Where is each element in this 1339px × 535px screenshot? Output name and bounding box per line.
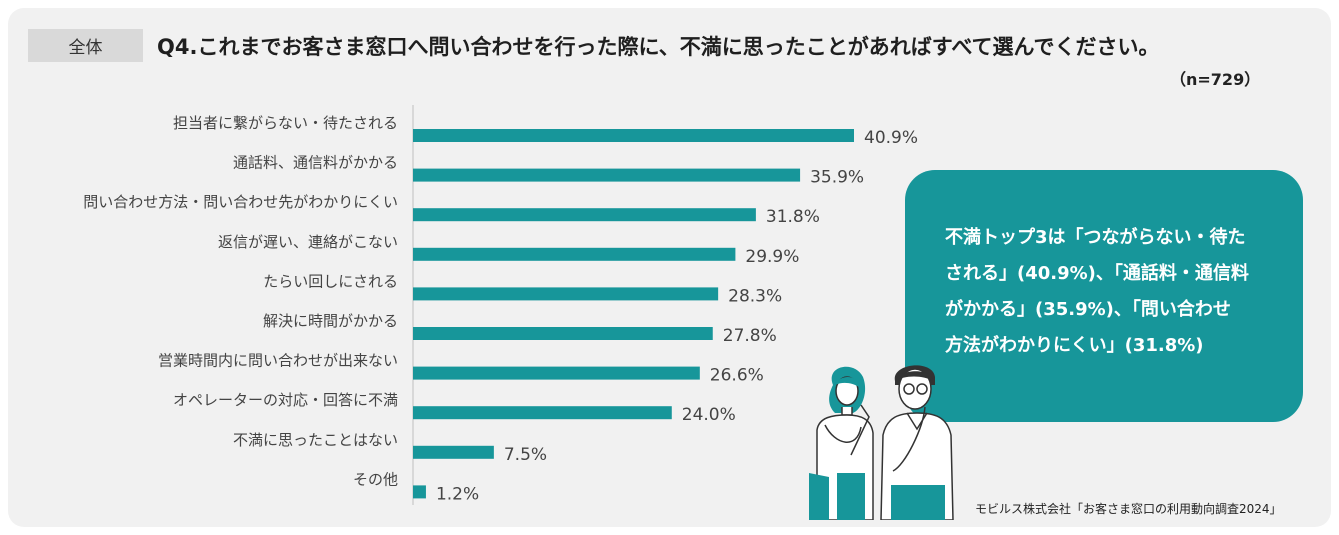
category-label: 通話料、通信料がかかる	[233, 154, 398, 172]
value-label: 27.8%	[723, 326, 777, 346]
bar	[413, 366, 700, 380]
value-label: 1.2%	[436, 484, 479, 504]
callout-line: 方法がわかりにくい」(31.8%)	[945, 335, 1204, 356]
category-label: 解決に時間がかかる	[263, 312, 398, 330]
category-label: たらい回しにされる	[263, 272, 398, 290]
woman-figure	[809, 366, 874, 520]
question-title: Q4.これまでお客さま窓口へ問い合わせを行った際に、不満に思ったことがあればすべ…	[157, 35, 1160, 59]
bar	[413, 485, 426, 499]
value-label: 35.9%	[810, 168, 864, 188]
value-label: 28.3%	[728, 286, 782, 306]
bar	[413, 168, 801, 182]
two-thinking-people-illustration	[809, 365, 954, 520]
value-label: 26.6%	[710, 366, 764, 386]
callout-text: 不満トップ3は「つながらない・待た される」(40.9%)、「通話料・通信料 が…	[945, 220, 1280, 364]
value-label: 29.9%	[745, 247, 799, 267]
category-label: 営業時間内に問い合わせが出来ない	[158, 352, 398, 370]
category-label: オペレーターの対応・回答に不満	[173, 391, 398, 409]
callout-line: 不満トップ3は「つながらない・待た	[945, 227, 1246, 248]
callout-line: される」(40.9%)、「通話料・通信料	[945, 263, 1249, 284]
value-label: 31.8%	[766, 207, 820, 227]
category-label: その他	[353, 470, 398, 488]
source-note: モビルス株式会社「お客さま窓口の利用動向調査2024」	[975, 502, 1282, 516]
category-label: 問い合わせ方法・問い合わせ先がわかりにくい	[83, 193, 398, 211]
value-label: 24.0%	[682, 405, 736, 425]
bar	[413, 287, 719, 301]
category-label: 不満に思ったことはない	[233, 431, 398, 449]
bar	[413, 445, 494, 459]
man-figure	[880, 365, 954, 520]
bar	[413, 327, 713, 340]
bars-group: 担当者に繋がらない・待たされる 40.9% 通話料、通信料がかかる 35.9% 問い合わ…	[83, 114, 918, 504]
category-label: 担当者に繋がらない・待たされる	[173, 114, 398, 132]
value-label: 7.5%	[504, 445, 547, 465]
bar	[413, 406, 672, 420]
sample-size: （n=729）	[1170, 70, 1261, 89]
bar	[413, 247, 736, 261]
callout-box: 不満トップ3は「つながらない・待た される」(40.9%)、「通話料・通信料 が…	[905, 170, 1303, 422]
bar	[413, 208, 756, 222]
callout-line: がかかる」(35.9%)、「問い合わせ	[945, 299, 1231, 320]
bar	[413, 129, 854, 142]
segment-tag: 全体	[28, 29, 143, 62]
category-label: 返信が遅い、連絡がこない	[218, 233, 398, 251]
value-label: 40.9%	[864, 128, 918, 148]
